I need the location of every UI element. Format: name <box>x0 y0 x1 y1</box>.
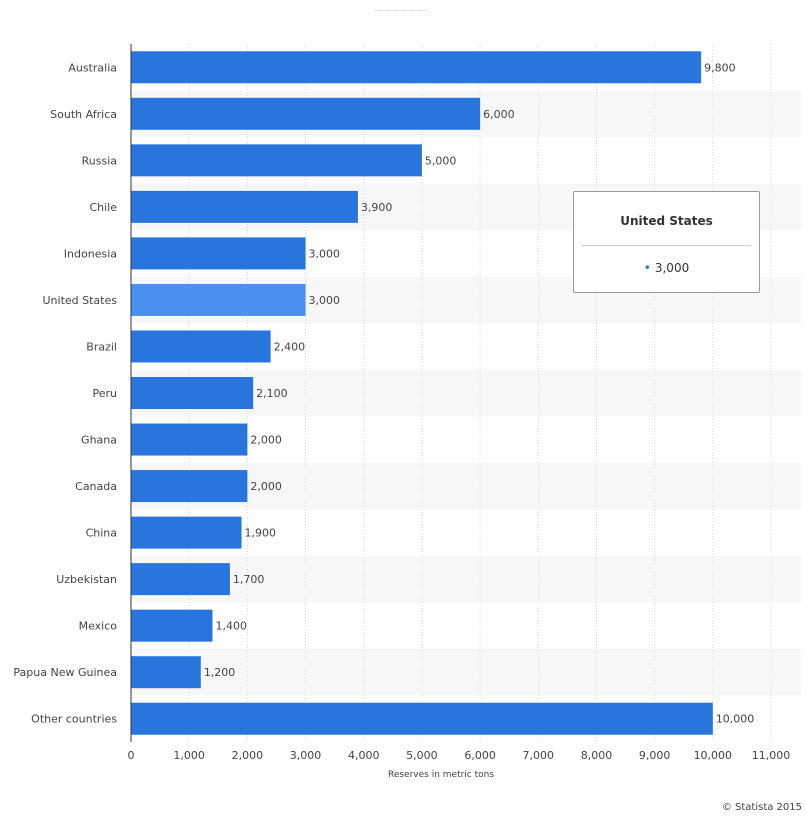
value-label: 3,000 <box>309 247 341 260</box>
row-band <box>131 648 801 696</box>
tooltip-value-row: • 3,000 <box>574 261 759 275</box>
value-label: 2,000 <box>250 480 282 493</box>
category-label: Other countries <box>31 713 117 726</box>
category-label: Ghana <box>81 434 117 447</box>
value-label: 1,700 <box>233 573 265 586</box>
bar[interactable] <box>131 377 254 409</box>
category-label: Peru <box>92 387 117 400</box>
value-label: 10,000 <box>716 713 755 726</box>
bar[interactable] <box>131 237 306 270</box>
category-label: Mexico <box>79 620 118 633</box>
value-label: 2,100 <box>256 387 288 400</box>
x-tick-label: 9,000 <box>639 749 671 762</box>
value-label: 3,000 <box>309 294 341 307</box>
value-label: 9,800 <box>704 61 736 74</box>
category-label: Uzbekistan <box>56 573 117 586</box>
x-tick-label: 2,000 <box>232 749 264 762</box>
value-label: 1,400 <box>215 620 247 633</box>
tooltip-value: 3,000 <box>654 261 690 275</box>
x-tick-label: 11,000 <box>752 749 791 762</box>
x-axis-title: Reserves in metric tons <box>388 770 494 780</box>
bars <box>131 51 713 735</box>
value-label: 2,000 <box>250 434 282 447</box>
labels: Australia 9,800 South Africa 6,000 Russia 5,0… <box>13 61 754 725</box>
bar[interactable] <box>131 330 271 363</box>
category-label: United States <box>43 294 118 307</box>
value-label: 1,900 <box>245 527 277 540</box>
credit-text: © Statista 2015 <box>721 802 802 813</box>
bar[interactable] <box>131 190 358 223</box>
category-label: South Africa <box>50 108 117 121</box>
bar[interactable] <box>131 470 248 503</box>
bar[interactable] <box>131 144 422 177</box>
value-label: 6,000 <box>483 108 515 121</box>
category-label: Canada <box>75 480 117 493</box>
category-label: Russia <box>82 154 117 167</box>
x-tick-label: 1,000 <box>173 749 205 762</box>
bar[interactable] <box>131 656 201 689</box>
value-label: 5,000 <box>425 154 457 167</box>
bar[interactable] <box>131 97 481 130</box>
x-tick-label: 0 <box>128 749 135 762</box>
x-tick-label: 5,000 <box>406 749 438 762</box>
tooltip-divider <box>582 245 751 246</box>
row-band <box>131 555 801 603</box>
x-tick-label: 10,000 <box>694 749 733 762</box>
category-label: China <box>86 527 117 540</box>
x-tick-label: 6,000 <box>464 749 496 762</box>
category-label: Brazil <box>86 340 117 353</box>
top-decoration <box>375 10 427 11</box>
tooltip: United States • 3,000 <box>573 191 760 293</box>
bar[interactable] <box>131 423 248 456</box>
bar[interactable] <box>131 609 213 642</box>
x-tick-label: 8,000 <box>581 749 613 762</box>
value-label: 1,200 <box>204 666 236 679</box>
category-label: Papua New Guinea <box>13 666 117 679</box>
value-label: 3,900 <box>361 201 393 214</box>
bar[interactable] <box>131 283 306 316</box>
bar[interactable] <box>131 702 713 735</box>
x-tick-label: 7,000 <box>523 749 555 762</box>
category-label: Australia <box>68 61 117 74</box>
category-label: Indonesia <box>64 247 117 260</box>
tooltip-title: United States <box>620 214 713 228</box>
value-label: 2,400 <box>274 340 306 353</box>
axis: 0 1,000 2,000 3,000 4,000 5,000 6,000 7,000 8,00… <box>128 44 791 780</box>
x-tick-label: 3,000 <box>290 749 322 762</box>
category-label: Chile <box>89 201 117 214</box>
bar[interactable] <box>131 51 702 84</box>
bar[interactable] <box>131 563 230 596</box>
x-tick-label: 4,000 <box>348 749 380 762</box>
bar[interactable] <box>131 516 242 549</box>
series-dot-icon: • <box>643 261 651 275</box>
